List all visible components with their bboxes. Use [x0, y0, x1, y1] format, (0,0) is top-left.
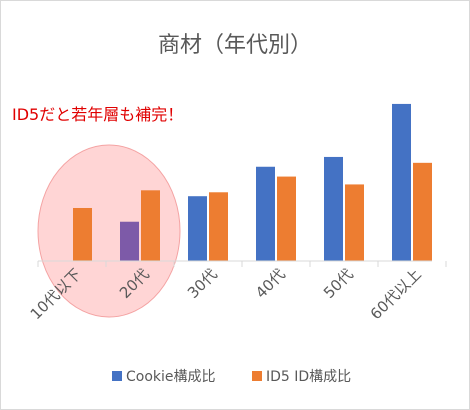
legend: Cookie構成比 ID5 ID構成比 [112, 369, 351, 385]
x-tick-label: 30代 [184, 265, 221, 302]
bar-cookie-6 [392, 103, 411, 262]
bar-id5-4 [277, 176, 296, 261]
x-tick-label: 50代 [320, 265, 357, 302]
bars-group [73, 103, 432, 262]
bar-id5-1 [73, 207, 92, 261]
x-tick-label: 40代 [252, 265, 289, 302]
chart-title: 商材（年代別） [158, 33, 312, 58]
bar-id5-6 [413, 162, 432, 261]
bar-cookie-2 [120, 221, 139, 261]
bar-id5-2 [141, 190, 160, 261]
bar-cookie-3 [188, 196, 207, 261]
legend-swatch-cookie [112, 371, 122, 381]
bar-id5-5 [345, 184, 364, 261]
legend-label-cookie: Cookie構成比 [126, 369, 216, 385]
legend-swatch-id5 [252, 371, 262, 381]
legend-label-id5: ID5 ID構成比 [266, 369, 351, 385]
bar-id5-3 [209, 192, 228, 261]
highlight-circle [37, 144, 181, 318]
x-axis-ticks [37, 261, 447, 267]
bar-cookie-4 [256, 166, 275, 261]
annotation-text: ID5だと若年層も補完！ [12, 105, 183, 124]
x-tick-label: 60代以上 [367, 265, 425, 323]
bar-cookie-5 [324, 156, 343, 261]
